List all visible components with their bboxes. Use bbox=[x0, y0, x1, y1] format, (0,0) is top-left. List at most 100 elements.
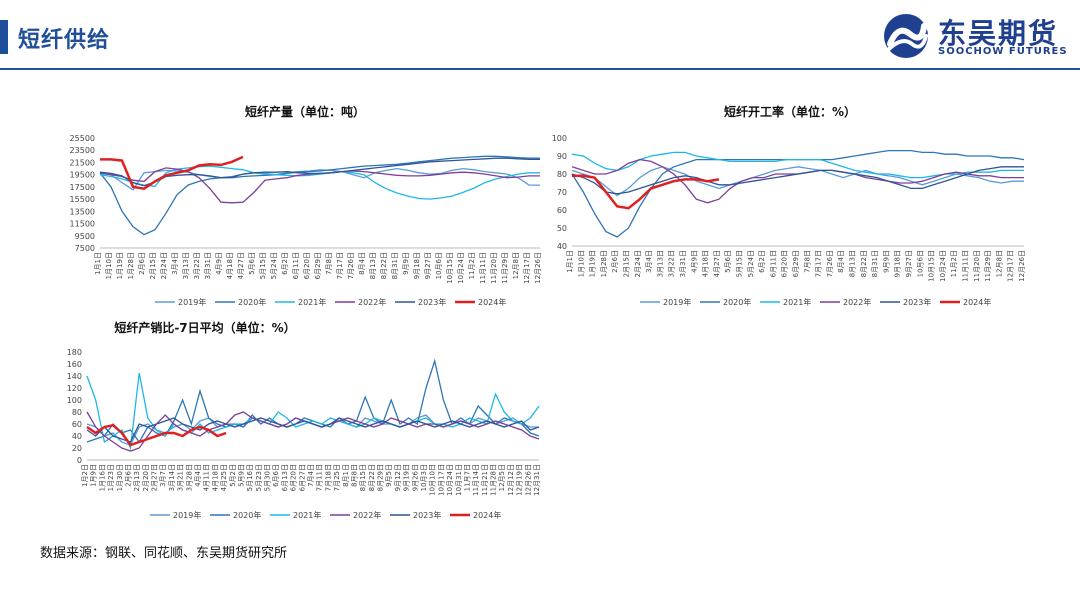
y-tick-label: 70 bbox=[557, 188, 567, 197]
x-tick-label: 9月26日 bbox=[411, 464, 419, 491]
x-tick-label: 5月2日 bbox=[229, 464, 237, 487]
legend-label: 2022年 bbox=[843, 297, 871, 307]
y-tick-label: 50 bbox=[557, 224, 567, 233]
x-tick-label: 5月6日 bbox=[724, 250, 732, 273]
x-tick-label: 4月25日 bbox=[220, 464, 228, 491]
x-tick-label: 9月27日 bbox=[905, 250, 913, 277]
series-line-2020 bbox=[86, 358, 540, 444]
legend-label: 2019年 bbox=[663, 297, 691, 307]
x-tick-label: 3月4日 bbox=[645, 250, 653, 273]
series-line-2024 bbox=[100, 155, 244, 191]
x-tick-label: 12月5日 bbox=[498, 464, 506, 491]
x-tick-label: 12月26日 bbox=[524, 464, 532, 496]
x-tick-label: 4月9日 bbox=[690, 250, 698, 273]
x-tick-label: 11月7日 bbox=[463, 464, 471, 491]
y-tick-label: 40 bbox=[72, 432, 82, 441]
y-tick-label: 100 bbox=[67, 396, 82, 405]
x-tick-label: 7月11日 bbox=[316, 464, 324, 491]
legend-label: 2020年 bbox=[233, 510, 261, 520]
x-tick-label: 3月14日 bbox=[168, 464, 176, 491]
x-tick-label: 8月22日 bbox=[860, 250, 868, 277]
x-tick-label: 10月6日 bbox=[916, 250, 924, 277]
chart-title: 短纤产销比-7日平均（单位：%） bbox=[114, 320, 295, 335]
x-tick-label: 12月26日 bbox=[1018, 250, 1026, 282]
x-tick-label: 5月15日 bbox=[259, 252, 267, 279]
x-tick-label: 10月24日 bbox=[446, 464, 454, 496]
x-tick-label: 8月13日 bbox=[849, 250, 857, 277]
x-tick-label: 11月20日 bbox=[490, 252, 498, 284]
series-line-2024 bbox=[86, 423, 227, 447]
x-tick-label: 4月18日 bbox=[211, 464, 219, 491]
x-tick-label: 6月2日 bbox=[758, 250, 766, 273]
x-tick-label: 7月17日 bbox=[336, 252, 344, 279]
x-tick-label: 10月10日 bbox=[429, 464, 437, 496]
x-tick-label: 4月18日 bbox=[226, 252, 234, 279]
x-tick-label: 2月6日 bbox=[138, 252, 146, 275]
x-tick-label: 8月29日 bbox=[377, 464, 385, 491]
x-tick-label: 4月4日 bbox=[194, 464, 202, 487]
y-tick-label: 100 bbox=[552, 134, 567, 143]
x-tick-label: 2月6日 bbox=[611, 250, 619, 273]
x-tick-label: 6月20日 bbox=[290, 464, 298, 491]
x-tick-label: 2月27日 bbox=[151, 464, 159, 491]
x-tick-label: 1月10日 bbox=[577, 250, 585, 277]
x-tick-label: 1月2日 bbox=[81, 464, 89, 487]
x-tick-label: 7月25日 bbox=[333, 464, 341, 491]
y-tick-label: 15500 bbox=[70, 195, 95, 204]
series-line-2024 bbox=[572, 174, 720, 210]
legend-label: 2023年 bbox=[418, 297, 446, 307]
y-tick-label: 20 bbox=[72, 444, 82, 453]
company-logo: 东吴期货 SOOCHOW FUTURES bbox=[880, 10, 1070, 62]
x-tick-label: 2月13日 bbox=[133, 464, 141, 491]
series-line-2022 bbox=[571, 158, 1024, 204]
x-tick-label: 11月2日 bbox=[468, 252, 476, 279]
x-tick-label: 11月2日 bbox=[950, 250, 958, 277]
x-tick-label: 8月15日 bbox=[359, 464, 367, 491]
y-tick-label: 60 bbox=[557, 206, 567, 215]
x-tick-label: 3月31日 bbox=[204, 252, 212, 279]
x-tick-label: 1月28日 bbox=[127, 252, 135, 279]
x-tick-label: 2月24日 bbox=[634, 250, 642, 277]
x-tick-label: 9月9日 bbox=[882, 250, 890, 273]
logo-chinese-name: 东吴期货 bbox=[938, 17, 1059, 50]
x-tick-label: 11月21日 bbox=[481, 464, 489, 496]
x-tick-label: 7月18日 bbox=[324, 464, 332, 491]
legend-label: 2023年 bbox=[903, 297, 931, 307]
x-tick-label: 8月22日 bbox=[368, 464, 376, 491]
x-tick-label: 9月27日 bbox=[424, 252, 432, 279]
x-tick-label: 2月15日 bbox=[623, 250, 631, 277]
y-tick-label: 80 bbox=[557, 170, 567, 179]
x-tick-label: 3月7日 bbox=[159, 464, 167, 487]
header-rule bbox=[0, 68, 1080, 70]
y-tick-label: 180 bbox=[67, 348, 82, 357]
series-line-2023 bbox=[571, 166, 1024, 195]
x-tick-label: 5月15日 bbox=[736, 250, 744, 277]
x-tick-label: 1月10日 bbox=[105, 252, 113, 279]
x-tick-label: 12月8日 bbox=[512, 252, 520, 279]
x-tick-label: 6月2日 bbox=[281, 252, 289, 275]
x-tick-label: 1月30日 bbox=[116, 464, 124, 491]
x-tick-label: 6月11日 bbox=[769, 250, 777, 277]
x-tick-label: 7月8日 bbox=[803, 250, 811, 273]
y-tick-label: 140 bbox=[67, 372, 82, 381]
x-tick-label: 4月9日 bbox=[215, 252, 223, 275]
x-tick-label: 4月11日 bbox=[203, 464, 211, 491]
logo-mark-icon bbox=[884, 14, 928, 58]
x-tick-label: 10月31日 bbox=[455, 464, 463, 496]
chart-title: 短纤开工率（单位：%） bbox=[724, 104, 856, 119]
y-tick-label: 80 bbox=[72, 408, 82, 417]
y-tick-label: 7500 bbox=[75, 244, 95, 253]
x-tick-label: 8月31日 bbox=[391, 252, 399, 279]
x-tick-label: 11月20日 bbox=[973, 250, 981, 282]
header: 短纤供给 东吴期货 SOOCHOW FUTURES bbox=[0, 0, 1080, 72]
x-tick-label: 11月11日 bbox=[962, 250, 970, 282]
x-tick-label: 1月23日 bbox=[107, 464, 115, 491]
x-tick-label: 8月22日 bbox=[380, 252, 388, 279]
legend-label: 2022年 bbox=[353, 510, 381, 520]
y-tick-label: 9500 bbox=[75, 232, 95, 241]
legend-label: 2022年 bbox=[358, 297, 386, 307]
chart-sales-ratio: 短纤产销比-7日平均（单位：%） 180 160 140 120 100 80 60 40 20 0… bbox=[67, 320, 541, 520]
x-tick-label: 1月28日 bbox=[600, 250, 608, 277]
series-line-2020 bbox=[99, 155, 540, 236]
